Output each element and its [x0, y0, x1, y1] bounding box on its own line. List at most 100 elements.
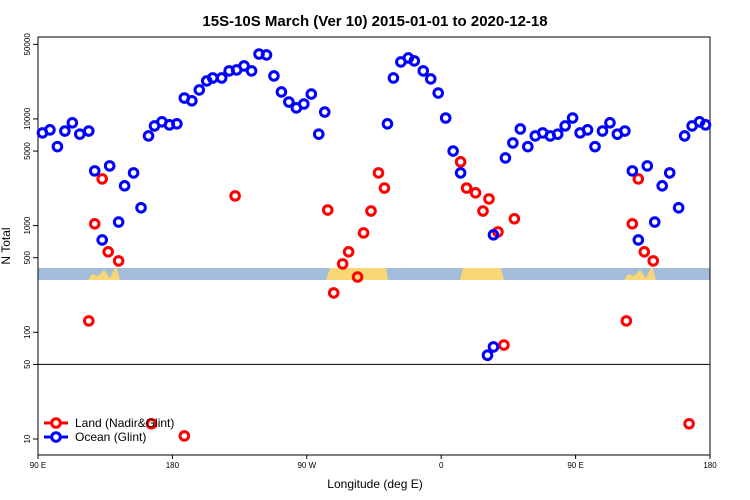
point — [619, 125, 631, 137]
y-tick-label: 1000 — [23, 216, 32, 234]
point — [632, 234, 645, 246]
point — [641, 160, 654, 172]
point — [483, 193, 495, 205]
point — [112, 255, 125, 267]
point — [336, 258, 349, 270]
point — [96, 173, 109, 185]
y-tick-label: 100 — [23, 325, 32, 339]
point — [498, 339, 510, 351]
point — [283, 96, 295, 108]
x-tick-label: 180 — [703, 461, 717, 470]
legend-marker — [50, 431, 62, 443]
point — [514, 123, 527, 135]
y-tick-label: 50 — [23, 359, 32, 368]
point — [522, 140, 534, 153]
y-axis-label: N Total — [0, 227, 13, 264]
point — [357, 227, 370, 239]
point — [327, 287, 340, 299]
point — [460, 182, 473, 194]
point — [469, 187, 482, 199]
map-strip — [38, 266, 710, 280]
point — [178, 430, 191, 442]
point — [672, 201, 685, 214]
point — [647, 255, 660, 267]
point — [171, 118, 183, 130]
point — [145, 417, 158, 430]
point — [487, 341, 500, 353]
point — [127, 167, 140, 179]
point — [381, 118, 394, 130]
point — [378, 182, 391, 194]
point — [417, 65, 430, 77]
x-tick-label: 180 — [166, 461, 180, 470]
point — [499, 152, 512, 164]
point — [632, 173, 645, 185]
y-tick-label: 5000 — [23, 142, 32, 160]
point — [507, 137, 519, 149]
legend-label: Ocean (Glint) — [75, 430, 146, 444]
point — [260, 49, 273, 61]
x-tick-label: 0 — [439, 461, 444, 470]
point — [424, 73, 437, 85]
point — [487, 229, 500, 241]
point — [581, 124, 594, 136]
point — [408, 55, 421, 67]
point — [82, 125, 95, 137]
point — [477, 205, 489, 217]
point — [372, 167, 385, 179]
point — [447, 145, 459, 157]
point — [245, 65, 258, 77]
chart-title: 15S-10S March (Ver 10) 2015-01-01 to 202… — [202, 13, 547, 30]
point — [298, 98, 310, 110]
point — [305, 88, 318, 100]
point — [238, 60, 250, 72]
point — [387, 72, 400, 84]
point — [88, 165, 101, 177]
point — [454, 167, 467, 179]
legend-marker — [50, 417, 62, 429]
y-tick-label: 50000 — [23, 33, 32, 56]
point — [663, 167, 676, 179]
point — [683, 417, 695, 430]
point — [193, 84, 206, 96]
point — [648, 216, 661, 228]
point — [74, 128, 86, 140]
point — [82, 315, 95, 327]
point — [604, 116, 616, 129]
point — [620, 315, 633, 327]
x-tick-label: 90 E — [30, 461, 46, 470]
point — [112, 216, 125, 228]
point — [559, 120, 571, 132]
x-axis-label: Longitude (deg E) — [327, 477, 422, 491]
point — [275, 86, 288, 98]
point — [365, 205, 377, 217]
point — [454, 156, 467, 168]
point — [508, 212, 521, 225]
point — [88, 218, 101, 230]
point — [229, 190, 241, 202]
point — [268, 70, 280, 82]
point — [656, 180, 669, 192]
point — [135, 201, 147, 214]
legend-label: Land (Nadir&Glint) — [75, 416, 174, 430]
point — [186, 94, 198, 107]
x-tick-label: 90 E — [567, 461, 583, 470]
y-tick-label: 500 — [23, 251, 32, 265]
point — [206, 72, 219, 84]
point — [596, 125, 609, 137]
point — [432, 87, 445, 99]
point — [142, 130, 155, 142]
point — [638, 246, 651, 258]
point — [626, 165, 639, 177]
point — [321, 204, 334, 216]
plot-frame — [37, 36, 711, 456]
point — [626, 218, 639, 230]
point — [318, 106, 331, 118]
point — [118, 180, 131, 192]
point — [215, 72, 228, 84]
point — [699, 119, 712, 131]
point — [66, 116, 79, 129]
x-tick-label: 90 W — [297, 461, 316, 470]
point — [551, 128, 564, 140]
